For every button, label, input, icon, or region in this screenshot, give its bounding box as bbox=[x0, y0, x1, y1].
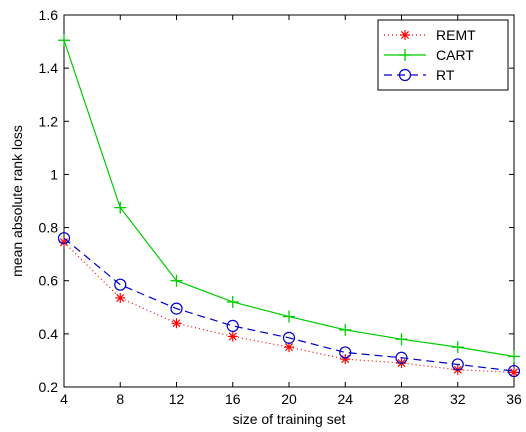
x-tick-label: 4 bbox=[60, 391, 68, 407]
marker-circle bbox=[451, 358, 464, 371]
legend-label-remt: REMT bbox=[436, 27, 476, 43]
y-tick-label: 0.2 bbox=[39, 379, 59, 395]
data-point-cart bbox=[114, 201, 127, 214]
legend-item-rt: RT bbox=[384, 67, 455, 83]
x-tick-label: 32 bbox=[450, 391, 466, 407]
marker-asterisk-d2 bbox=[228, 332, 237, 341]
y-tick-label: 1.2 bbox=[39, 113, 59, 129]
marker-asterisk-d2 bbox=[400, 30, 410, 40]
data-point-cart bbox=[283, 310, 295, 323]
marker-asterisk-d2 bbox=[341, 355, 350, 364]
data-point-remt bbox=[227, 331, 238, 342]
x-tick-label: 24 bbox=[337, 391, 353, 407]
data-point-cart bbox=[508, 350, 520, 363]
marker-asterisk-d2 bbox=[509, 368, 519, 377]
data-point-cart bbox=[395, 333, 408, 346]
data-point-rt bbox=[451, 358, 464, 371]
series-remt bbox=[59, 237, 519, 378]
legend-marker-cart bbox=[399, 49, 411, 61]
y-tick-label: 0.4 bbox=[39, 326, 59, 342]
y-tick-label: 0.6 bbox=[39, 273, 59, 289]
series-line-rt bbox=[63, 237, 515, 372]
marker-asterisk-d2 bbox=[172, 319, 181, 328]
marker-circle bbox=[57, 232, 71, 245]
marker-circle bbox=[170, 302, 183, 315]
marker-circle bbox=[395, 351, 408, 364]
legend-item-remt: REMT bbox=[384, 27, 476, 43]
legend-marker-remt bbox=[400, 30, 410, 40]
axis-ticks bbox=[63, 14, 515, 388]
y-tick-labels: 0.2 0.4 0.6 0.8 1 1.2 1.4 1.6 bbox=[39, 7, 59, 395]
legend-marker-rt bbox=[398, 68, 412, 82]
series-layer bbox=[57, 34, 521, 378]
data-point-cart bbox=[451, 341, 464, 354]
x-tick-labels: 4 8 12 16 20 24 28 32 36 bbox=[60, 391, 522, 407]
marker-circle bbox=[507, 364, 521, 378]
series-rt bbox=[57, 232, 521, 378]
data-point-rt bbox=[395, 351, 408, 364]
data-point-cart bbox=[58, 34, 70, 47]
data-point-rt bbox=[170, 302, 183, 315]
x-axis-label: size of training set bbox=[233, 411, 346, 427]
data-point-rt bbox=[57, 232, 71, 245]
data-point-cart bbox=[339, 323, 352, 336]
legend-label-cart: CART bbox=[436, 47, 474, 63]
legend: REMT CART RT bbox=[377, 19, 509, 91]
series-cart bbox=[58, 34, 520, 363]
data-point-rt bbox=[282, 331, 296, 344]
marker-circle bbox=[282, 331, 296, 344]
data-point-cart bbox=[170, 274, 183, 287]
data-point-remt bbox=[115, 292, 126, 303]
marker-circle bbox=[114, 278, 127, 291]
x-tick-label: 12 bbox=[169, 391, 185, 407]
x-tick-label: 36 bbox=[506, 391, 522, 407]
marker-circle bbox=[398, 68, 412, 82]
data-point-remt bbox=[340, 354, 351, 365]
data-point-rt bbox=[226, 319, 239, 332]
x-tick-label: 16 bbox=[225, 391, 241, 407]
marker-circle bbox=[226, 319, 239, 332]
legend-item-cart: CART bbox=[384, 47, 474, 63]
x-tick-label: 20 bbox=[281, 391, 297, 407]
legend-label-rt: RT bbox=[436, 67, 455, 83]
y-tick-label: 1.4 bbox=[39, 60, 59, 76]
marker-circle bbox=[339, 346, 352, 359]
y-tick-label: 1.6 bbox=[39, 7, 59, 23]
data-point-remt bbox=[171, 318, 182, 329]
data-point-rt bbox=[114, 278, 127, 291]
y-tick-label: 1 bbox=[50, 166, 58, 182]
data-point-cart bbox=[226, 295, 239, 308]
marker-asterisk-d2 bbox=[116, 293, 125, 303]
data-point-remt bbox=[509, 367, 519, 378]
x-tick-label: 8 bbox=[116, 391, 124, 407]
data-point-rt bbox=[339, 346, 352, 359]
data-point-rt bbox=[507, 364, 521, 378]
x-tick-label: 28 bbox=[394, 391, 410, 407]
y-tick-label: 0.8 bbox=[39, 220, 59, 236]
marker-asterisk-d2 bbox=[284, 343, 294, 352]
y-axis-label: mean absolute rank loss bbox=[9, 125, 25, 277]
